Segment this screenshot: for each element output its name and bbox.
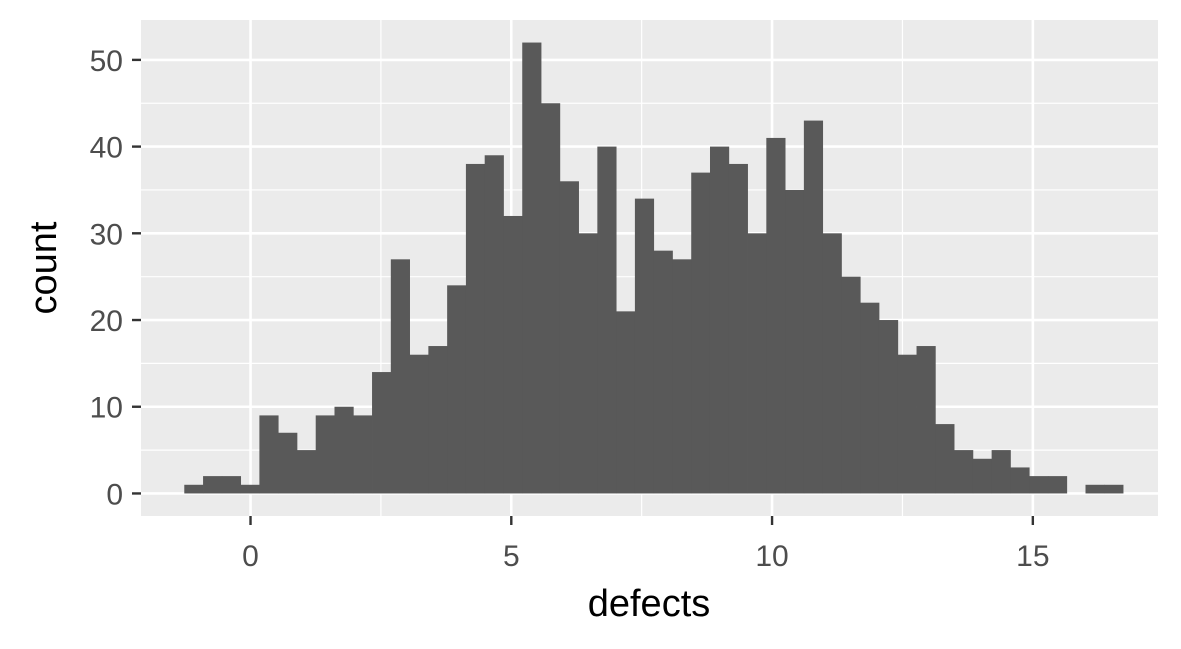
y-tick-label: 30 [90,218,123,251]
histogram-bar [803,120,824,494]
histogram-bar [860,302,880,494]
histogram-bar [334,406,354,494]
x-tick-label: 10 [755,540,788,573]
histogram-bar [878,320,899,494]
histogram-bar [559,181,579,494]
histogram-bar [747,233,767,494]
histogram-bar [390,259,410,494]
histogram-bar [522,42,542,494]
histogram-bar [916,346,936,494]
histogram-bar [728,163,748,494]
histogram-bar [428,346,448,494]
histogram-bar [409,354,429,494]
axis-ticks [132,58,1035,525]
y-tick-label: 0 [106,478,123,511]
histogram-bar [672,259,692,494]
histogram-bar [1104,484,1124,494]
histogram-bar [653,250,673,494]
histogram-bar [484,155,504,494]
histogram-bars [184,42,1124,494]
histogram-bar [465,163,486,494]
x-tick-label: 5 [503,540,520,573]
histogram-bar [785,189,805,494]
histogram-bar [541,103,561,494]
histogram-bar [597,146,617,494]
histogram-bar [184,484,204,494]
tick-labels: 0 5 10 15 0 10 20 30 40 50 [90,45,1050,573]
histogram-bar [841,276,861,494]
histogram-bar [935,424,955,494]
histogram-bar [634,198,655,494]
histogram-bar [972,458,993,494]
histogram-bar [503,215,523,494]
histogram-bar [709,146,730,494]
histogram-bar [447,285,467,494]
histogram-bar [296,450,317,494]
y-tick-label: 50 [90,45,123,78]
histogram-bar [897,354,917,494]
histogram-bar [1029,476,1049,494]
histogram-bar [1010,467,1030,494]
histogram-bar [691,172,711,494]
histogram-bar [616,311,636,494]
histogram-bar [822,233,842,494]
histogram-bar [259,415,279,494]
y-tick-label: 20 [90,305,123,338]
histogram-bar [372,372,392,494]
histogram-bar [221,476,242,494]
x-tick-label: 15 [1016,540,1049,573]
histogram-bar [578,233,598,494]
histogram-bar [766,137,786,494]
y-tick-label: 40 [90,132,123,165]
histogram-bar [1047,476,1068,494]
histogram-bar [240,484,260,494]
histogram-bar [991,450,1011,494]
histogram-bar [203,476,223,494]
histogram-bar [954,450,974,494]
y-tick-label: 10 [90,392,123,425]
y-axis-title: count [23,221,65,314]
histogram-bar [315,415,335,494]
histogram-bar [353,415,373,494]
histogram-bar [1085,484,1105,494]
x-tick-label: 0 [242,540,259,573]
histogram-bar [278,432,298,494]
x-axis-title: defects [588,583,711,625]
